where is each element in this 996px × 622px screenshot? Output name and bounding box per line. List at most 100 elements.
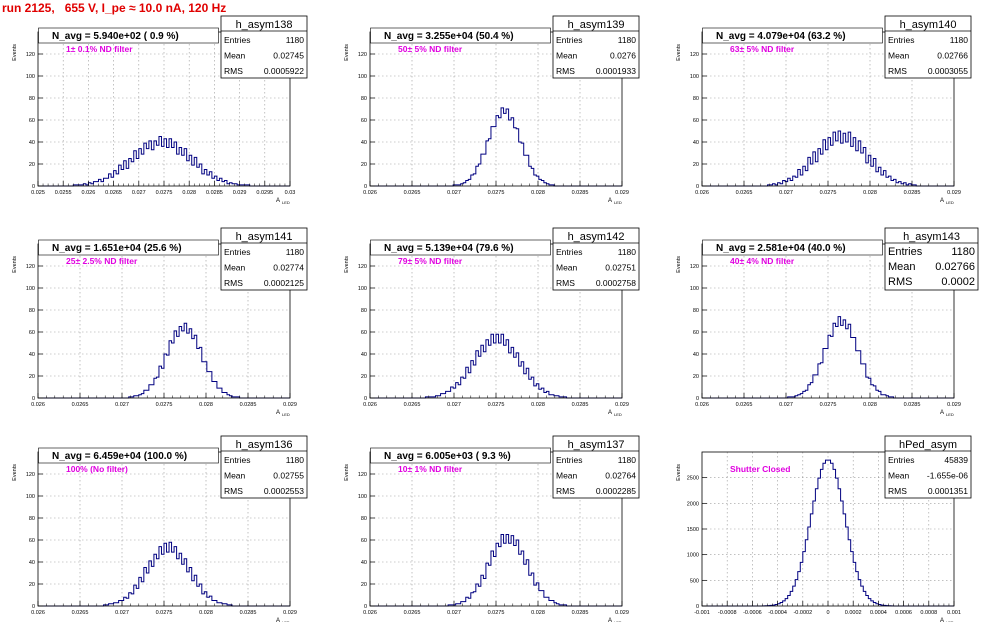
x-tick-label: -0.0002 [793, 610, 812, 616]
y-tick-label: 120 [690, 52, 699, 58]
y-tick-label: 0 [32, 396, 35, 402]
header-text: N_avg = 6.005e+03 ( 9.3 %) [384, 451, 511, 462]
stats-value: 1180 [618, 247, 637, 257]
y-tick-label: 0 [696, 604, 699, 610]
x-tick-label: 0.029 [615, 610, 629, 616]
stats-title: h_asym142 [568, 231, 625, 243]
y-tick-label: 40 [361, 560, 367, 566]
stats-value: 0.02745 [273, 51, 304, 61]
y-axis-title: Events [676, 44, 682, 61]
y-tick-label: 60 [361, 330, 367, 336]
x-tick-label: 0.029 [615, 402, 629, 408]
stats-value: 0.02766 [935, 261, 975, 273]
y-tick-label: 40 [29, 140, 35, 146]
stats-title: h_asym139 [568, 19, 625, 31]
stats-label: Mean [556, 471, 578, 481]
y-axis-title: Events [676, 464, 682, 481]
header-text: N_avg = 5.940e+02 ( 0.9 %) [52, 31, 179, 42]
stats-value: 0.0002 [941, 276, 975, 288]
y-tick-label: 40 [29, 560, 35, 566]
x-axis-title-subscript: LED [282, 200, 290, 205]
y-tick-label: 500 [690, 578, 699, 584]
x-tick-label: -0.0006 [743, 610, 762, 616]
x-tick-label: 0.029 [615, 190, 629, 196]
y-tick-label: 20 [29, 582, 35, 588]
y-tick-label: 100 [26, 74, 35, 80]
x-tick-label: 0.027 [447, 610, 461, 616]
y-axis-title: Events [344, 256, 350, 273]
stats-title: h_asym136 [236, 439, 293, 451]
x-tick-label: 0.027 [132, 190, 146, 196]
y-axis-title: Events [676, 256, 682, 273]
histogram-line [370, 107, 622, 187]
y-tick-label: 60 [361, 538, 367, 544]
stats-value: 1180 [951, 246, 975, 258]
x-tick-label: 0.028 [531, 610, 545, 616]
x-tick-label: 0.027 [115, 402, 129, 408]
x-tick-label: 0.001 [947, 610, 961, 616]
x-tick-label: 0.0265 [736, 402, 753, 408]
x-tick-label: 0.027 [115, 610, 129, 616]
x-tick-label: 0.029 [283, 402, 297, 408]
stats-label: Entries [556, 247, 582, 257]
y-tick-label: 0 [364, 396, 367, 402]
x-tick-label: 0.026 [363, 190, 377, 196]
stats-value: 0.0005922 [264, 66, 304, 76]
stats-title: h_asym143 [903, 231, 960, 243]
filter-note: 50± 5% ND filter [398, 44, 463, 54]
x-tick-label: 0.0275 [156, 190, 173, 196]
stats-label: Mean [888, 261, 916, 273]
x-axis-title-subscript: LED [614, 200, 622, 205]
filter-note: 40± 4% ND filter [730, 256, 795, 266]
stats-box [552, 15, 640, 79]
histogram-line [370, 333, 622, 399]
y-tick-label: 0 [696, 396, 699, 402]
filter-note: 79± 5% ND filter [398, 256, 463, 266]
y-tick-label: 2000 [687, 501, 699, 507]
histogram-panel-h_asym139: 0.026 0.0265 0.027 0.0275 0.028 0.0285 0.029 0 2… [344, 15, 640, 205]
header-box [38, 447, 219, 464]
filter-note: 100% (No filter) [66, 464, 128, 474]
y-axis-title: Events [12, 44, 18, 61]
y-tick-label: 40 [693, 140, 699, 146]
header-text: N_avg = 1.651e+04 (25.6 %) [52, 243, 182, 254]
stats-label: RMS [224, 66, 243, 76]
header-text: N_avg = 5.139e+04 (79.6 %) [384, 243, 514, 254]
stats-value: 45839 [944, 455, 968, 465]
y-tick-label: 60 [29, 538, 35, 544]
y-tick-label: 1000 [687, 553, 699, 559]
stats-title: hPed_asym [899, 439, 957, 451]
stats-label: RMS [888, 486, 907, 496]
y-tick-label: 120 [358, 52, 367, 58]
x-tick-label: 0.028 [863, 402, 877, 408]
header-box [38, 239, 219, 256]
x-tick-label: 0.0285 [572, 610, 589, 616]
y-tick-label: 0 [32, 604, 35, 610]
filter-note: 1± 0.1% ND filter [66, 44, 133, 54]
stats-label: Entries [224, 35, 250, 45]
stats-box [220, 435, 308, 499]
x-axis-title: A [940, 198, 944, 204]
y-axis-title: Events [344, 44, 350, 61]
header-text: N_avg = 2.581e+04 (40.0 %) [716, 243, 846, 254]
x-tick-label: 0.026 [363, 402, 377, 408]
histogram-line [38, 136, 290, 187]
stats-title: h_asym140 [900, 19, 957, 31]
x-axis-title-subscript: LED [282, 620, 290, 622]
header-box [702, 239, 883, 256]
x-tick-label: 0.026 [695, 402, 709, 408]
x-tick-label: 0.0285 [240, 610, 257, 616]
y-tick-label: 100 [26, 494, 35, 500]
stats-value: 1180 [286, 247, 305, 257]
header-box [38, 27, 219, 44]
y-axis-title: Events [344, 464, 350, 481]
y-tick-label: 100 [358, 74, 367, 80]
x-tick-label: 0.027 [779, 402, 793, 408]
stats-box [552, 435, 640, 499]
y-tick-label: 0 [364, 184, 367, 190]
histogram-panel-h_asym142: 0.026 0.0265 0.027 0.0275 0.028 0.0285 0.029 0 2… [344, 227, 640, 417]
stats-label: Mean [888, 471, 910, 481]
x-tick-label: 0.026 [82, 190, 96, 196]
stats-value: 1180 [950, 35, 969, 45]
